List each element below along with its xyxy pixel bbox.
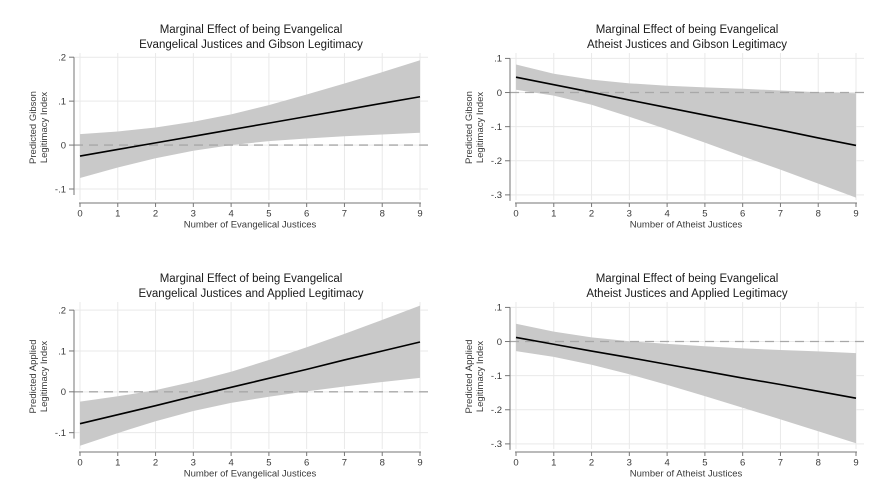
x-axis-title: Number of Atheist Justices (630, 469, 743, 480)
x-tick-label: 3 (627, 458, 632, 469)
x-tick-label: 6 (740, 458, 745, 469)
x-tick-label: 9 (853, 209, 858, 220)
marginal-effect-line (515, 76, 857, 147)
chart-title-line: Evangelical Justices and Gibson Legitima… (139, 39, 363, 51)
x-tick-label: 4 (664, 458, 669, 469)
x-tick-label: 7 (342, 209, 347, 220)
chart-title-line: Evangelical Justices and Applied Legitim… (138, 288, 363, 300)
x-tick-label: 1 (551, 458, 556, 469)
y-axis-title-line: Predicted Applied (28, 340, 39, 414)
x-tick-label: 2 (589, 458, 594, 469)
y-tick-label: .2 (58, 52, 66, 63)
y-tick-label: -.1 (55, 184, 66, 195)
panel-atheist-gibson: .1 0 -.1 -.2 -.3 0 1 2 3 4 5 6 7 8 9 Number of Atheist … (436, 0, 873, 249)
x-tick-label: 6 (304, 209, 309, 220)
chart-title-line: Marginal Effect of being Evangelical (596, 24, 779, 36)
x-tick-label: 1 (115, 458, 120, 469)
chart-title-line: Marginal Effect of being Evangelical (160, 273, 343, 285)
x-tick-label: 2 (589, 209, 594, 220)
x-tick-label: 5 (702, 458, 707, 469)
y-tick-label: -.2 (491, 156, 502, 167)
x-tick-label: 5 (266, 458, 271, 469)
x-tick-label: 6 (740, 209, 745, 220)
chart-evangelical-applied: .2 .1 0 -.1 0 1 2 3 4 5 6 7 8 9 Number of Evangelical … (28, 273, 428, 480)
x-tick-label: 8 (816, 458, 821, 469)
y-tick-label: 0 (497, 88, 502, 99)
x-axis-title: Number of Atheist Justices (630, 220, 743, 231)
chart-title-line: Marginal Effect of being Evangelical (160, 24, 343, 36)
x-tick-label: 4 (228, 458, 233, 469)
x-tick-label: 7 (778, 209, 783, 220)
chart-atheist-applied: .1 0 -.1 -.2 -.3 0 1 2 3 4 5 6 7 8 9 Number of Atheist … (464, 273, 864, 480)
marginal-effect-line (79, 95, 421, 157)
x-tick-label: 4 (664, 209, 669, 220)
confidence-band (516, 323, 856, 444)
x-tick-label: 1 (115, 209, 120, 220)
y-axis-title-line: Predicted Gibson (464, 91, 475, 164)
y-tick-label: 0 (61, 387, 66, 398)
chart-title-line: Marginal Effect of being Evangelical (596, 273, 779, 285)
y-tick-label: .1 (494, 54, 502, 65)
panel-evangelical-gibson: .2 .1 0 -.1 0 1 2 3 4 5 6 7 8 9 Number of Evangelical … (0, 0, 436, 249)
y-tick-label: -.1 (55, 428, 66, 439)
x-tick-label: 1 (551, 209, 556, 220)
y-tick-label: -.3 (491, 439, 502, 450)
x-tick-label: 7 (778, 458, 783, 469)
chart-title-line: Atheist Justices and Gibson Legitimacy (587, 39, 787, 51)
y-axis-title-line: Legitimacy Index (39, 92, 50, 164)
x-tick-label: 7 (342, 458, 347, 469)
x-tick-label: 0 (77, 209, 82, 220)
marginal-effect-line (515, 336, 857, 399)
x-tick-label: 2 (153, 458, 158, 469)
x-tick-label: 3 (191, 209, 196, 220)
x-tick-label: 9 (417, 209, 422, 220)
x-tick-label: 8 (380, 458, 385, 469)
y-axis-title-line: Predicted Applied (464, 340, 475, 414)
x-tick-label: 6 (304, 458, 309, 469)
confidence-band (80, 60, 420, 179)
x-tick-label: 8 (816, 209, 821, 220)
x-tick-label: 9 (853, 458, 858, 469)
x-axis-title: Number of Evangelical Justices (184, 469, 317, 480)
x-tick-label: 0 (513, 458, 518, 469)
y-tick-label: .1 (58, 346, 66, 357)
marginal-effect-line (79, 341, 421, 425)
x-tick-label: 0 (513, 209, 518, 220)
confidence-band (80, 305, 420, 446)
y-tick-label: -.1 (491, 371, 502, 382)
y-axis-title-line: Legitimacy Index (39, 341, 50, 413)
x-tick-label: 5 (266, 209, 271, 220)
chart-evangelical-gibson: .2 .1 0 -.1 0 1 2 3 4 5 6 7 8 9 Number of Evangelical … (28, 24, 428, 231)
y-tick-label: -.3 (491, 190, 502, 201)
panel-evangelical-applied: .2 .1 0 -.1 0 1 2 3 4 5 6 7 8 9 Number of Evangelical … (0, 249, 436, 498)
y-tick-label: .2 (58, 305, 66, 316)
y-tick-label: .1 (58, 96, 66, 107)
chart-title-line: Atheist Justices and Applied Legitimacy (586, 288, 788, 300)
x-tick-label: 9 (417, 458, 422, 469)
x-tick-label: 0 (77, 458, 82, 469)
x-tick-label: 4 (228, 209, 233, 220)
y-tick-label: 0 (61, 140, 66, 151)
x-tick-label: 2 (153, 209, 158, 220)
chart-atheist-gibson: .1 0 -.1 -.2 -.3 0 1 2 3 4 5 6 7 8 9 Number of Atheist … (464, 24, 864, 231)
y-tick-label: -.1 (491, 122, 502, 133)
x-tick-label: 3 (627, 209, 632, 220)
y-tick-label: 0 (497, 337, 502, 348)
x-axis-title: Number of Evangelical Justices (184, 220, 317, 231)
y-tick-label: .1 (494, 303, 502, 314)
y-axis-title-line: Legitimacy Index (475, 341, 486, 413)
confidence-band (516, 64, 856, 198)
y-axis-title-line: Legitimacy Index (475, 92, 486, 164)
y-tick-label: -.2 (491, 405, 502, 416)
x-tick-label: 8 (380, 209, 385, 220)
x-tick-label: 5 (702, 209, 707, 220)
y-axis-title-line: Predicted Gibson (28, 91, 39, 164)
x-tick-label: 3 (191, 458, 196, 469)
panel-atheist-applied: .1 0 -.1 -.2 -.3 0 1 2 3 4 5 6 7 8 9 Number of Atheist … (436, 249, 873, 498)
